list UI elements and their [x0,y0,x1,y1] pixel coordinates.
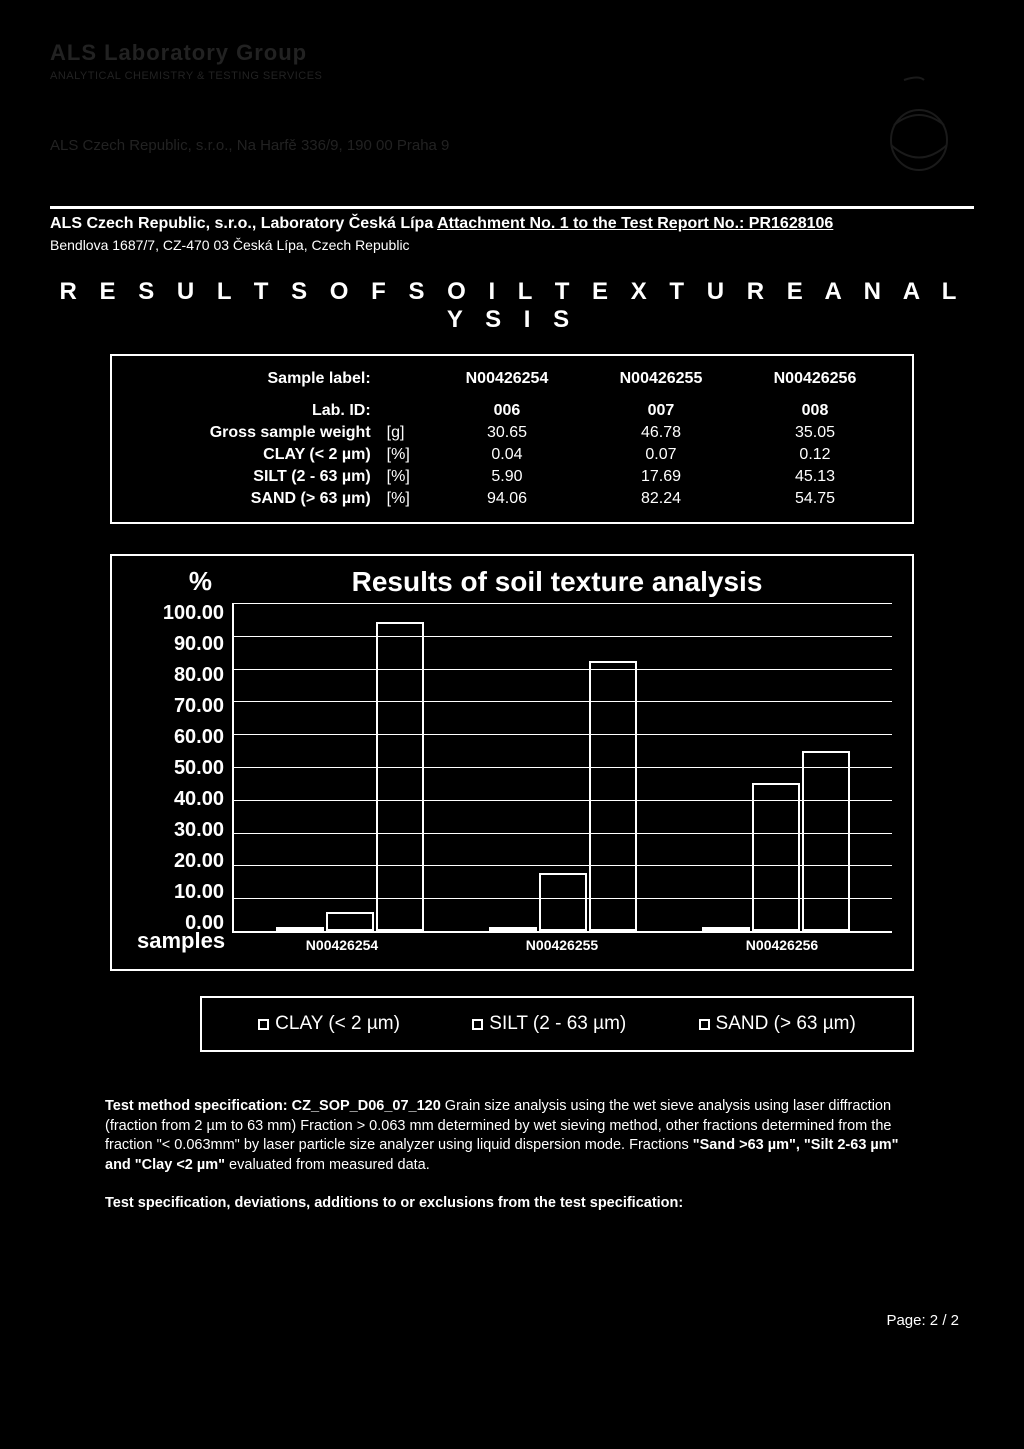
legend-marker-icon [699,1019,710,1030]
lab-name: ALS Czech Republic, s.r.o., Laboratory Č… [50,215,433,232]
report-header-line: ALS Czech Republic, s.r.o., Laboratory Č… [50,215,974,233]
legend-item: SILT (2 - 63 µm) [472,1013,626,1035]
table-cell: 0.07 [584,444,738,466]
chart-grid-line [234,701,892,702]
company-faint-title: ALS Laboratory Group [50,40,974,66]
company-faint-subtitle: ANALYTICAL CHEMISTRY & TESTING SERVICES [50,70,974,82]
chart-grid-line [234,669,892,670]
lab-address: Bendlova 1687/7, CZ-470 03 Česká Lípa, C… [50,237,974,253]
table-row-unit: [%] [379,488,430,510]
table-cell: 0.04 [430,444,584,466]
table-row-unit: [g] [379,422,430,444]
table-cell: N00426254 [430,368,584,390]
table-row-unit: [%] [379,444,430,466]
page-number: Page: 2 / 2 [886,1312,959,1329]
globe-logo-icon [864,70,954,180]
legend-label: CLAY (< 2 µm) [275,1013,400,1035]
legend-label: SAND (> 63 µm) [716,1013,856,1035]
attachment-label: Attachment No. 1 to the Test Report No.:… [437,215,833,232]
chart-title: Results of soil texture analysis [222,566,892,598]
table-cell: 46.78 [584,422,738,444]
method-tail: evaluated from measured data. [225,1157,430,1173]
chart-bar [752,783,800,931]
table-cell: 0.12 [738,444,892,466]
chart-bar [326,912,374,931]
table-cell: 54.75 [738,488,892,510]
table-cell: 008 [738,400,892,422]
chart-grid-line [234,767,892,768]
chart-y-label: % [132,566,222,597]
chart-grid-line [234,603,892,604]
chart-x-tick: N00426254 [232,933,452,953]
method-spec-text: Test method specification: CZ_SOP_D06_07… [105,1097,919,1175]
table-cell: 45.13 [738,466,892,488]
chart-y-tick: 70.00 [132,696,224,716]
table-row-unit [379,368,430,390]
chart-y-tick: 50.00 [132,758,224,778]
chart-grid-line [234,636,892,637]
chart-bar [276,927,324,931]
chart-y-tick: 40.00 [132,789,224,809]
chart-grid-line [234,734,892,735]
method-lead: Test method specification: CZ_SOP_D06_07… [105,1098,441,1114]
table-row-label: SILT (2 - 63 µm) [122,466,379,488]
legend-marker-icon [258,1019,269,1030]
chart-x-tick: N00426256 [672,933,892,953]
chart-bar [539,873,587,931]
chart-legend: CLAY (< 2 µm) SILT (2 - 63 µm) SAND (> 63 … [200,996,914,1052]
table-cell: 30.65 [430,422,584,444]
chart-y-tick: 80.00 [132,665,224,685]
table-row-unit [379,400,430,422]
chart-y-tick: 90.00 [132,634,224,654]
legend-marker-icon [472,1019,483,1030]
table-cell: N00426256 [738,368,892,390]
table-cell: 007 [584,400,738,422]
results-title: R E S U L T S O F S O I L T E X T U R E … [50,278,974,334]
results-table: Sample label: N00426254N00426255N00426256… [110,354,914,524]
chart-y-tick: 30.00 [132,820,224,840]
chart-bar [802,751,850,931]
company-faint-address: ALS Czech Republic, s.r.o., Na Harfě 336… [50,137,974,154]
table-cell: 5.90 [430,466,584,488]
chart-bar [489,927,537,931]
chart-y-tick: 10.00 [132,882,224,902]
table-row-unit: [%] [379,466,430,488]
chart-y-tick: 60.00 [132,727,224,747]
chart-bar [702,927,750,931]
chart-x-axis: N00426254N00426255N00426256 [232,933,892,953]
chart-y-tick: 100.00 [132,603,224,623]
table-row-label: SAND (> 63 µm) [122,488,379,510]
table-row-label: Gross sample weight [122,422,379,444]
table-cell: N00426255 [584,368,738,390]
legend-label: SILT (2 - 63 µm) [489,1013,626,1035]
divider [50,206,974,209]
table-row-label: Lab. ID: [122,400,379,422]
table-cell: 82.24 [584,488,738,510]
table-cell: 17.69 [584,466,738,488]
chart-x-tick: N00426255 [452,933,672,953]
table-cell: 006 [430,400,584,422]
chart-grid-line [234,865,892,866]
table-cell: 35.05 [738,422,892,444]
chart-y-ticks: 100.00 90.00 80.00 70.00 60.00 50.00 40.00 30.0… [132,603,232,933]
chart-grid-line [234,898,892,899]
letterhead: ALS Laboratory Group ANALYTICAL CHEMISTR… [50,40,974,200]
chart-y-tick: 20.00 [132,851,224,871]
legend-item: CLAY (< 2 µm) [258,1013,400,1035]
chart-plot-area [232,603,892,933]
table-cell: 94.06 [430,488,584,510]
table-row-label: Sample label: [122,368,379,390]
table-row-label: CLAY (< 2 µm) [122,444,379,466]
chart-grid-line [234,833,892,834]
chart-container: % Results of soil texture analysis 100.0… [110,554,914,971]
test-spec-line: Test specification, deviations, addition… [105,1195,919,1211]
chart-grid-line [234,800,892,801]
legend-item: SAND (> 63 µm) [699,1013,856,1035]
